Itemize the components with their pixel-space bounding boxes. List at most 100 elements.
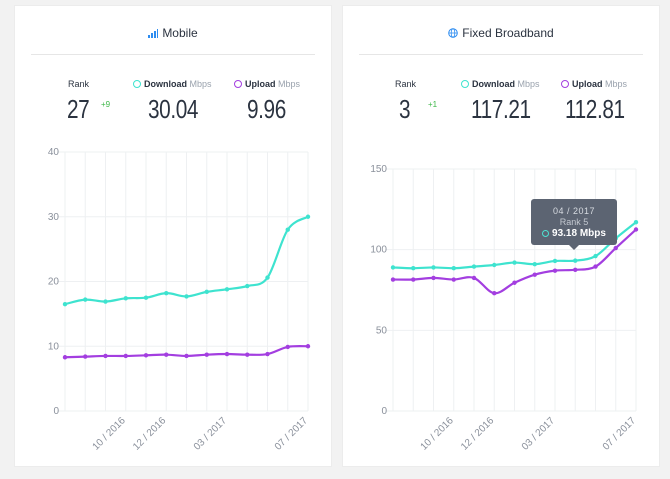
upload-data-point[interactable] xyxy=(512,280,517,285)
fixed-broadband-speed-chart: 0 50 100 150 10 / 2016 12 / 2016 03 / 2017 07 /… xyxy=(370,164,639,453)
upload-data-point[interactable] xyxy=(285,344,290,350)
y-tick-label: 30 xyxy=(48,212,60,223)
download-data-point[interactable] xyxy=(593,253,598,259)
upload-data-point[interactable] xyxy=(471,275,477,281)
upload-data-point[interactable] xyxy=(62,355,68,360)
download-data-point[interactable] xyxy=(431,265,436,270)
download-label: Download Mbps xyxy=(461,79,540,89)
download-unit: Mbps xyxy=(189,79,212,89)
rank-value: 3 xyxy=(399,94,411,124)
x-tick-label: 03 / 2017 xyxy=(520,415,558,453)
download-label-text: Download xyxy=(472,79,515,89)
download-data-point[interactable] xyxy=(512,260,517,265)
chart-tooltip: 04 / 2017 Rank 5 93.18 Mbps xyxy=(531,199,617,250)
x-tick-label: 07 / 2017 xyxy=(273,415,311,453)
rank-label: Rank xyxy=(395,79,417,89)
download-icon xyxy=(461,80,469,88)
download-data-point[interactable] xyxy=(164,290,169,296)
upload-unit: Mbps xyxy=(278,79,301,89)
download-data-point[interactable] xyxy=(451,266,456,271)
upload-data-point[interactable] xyxy=(451,277,456,282)
upload-unit: Mbps xyxy=(605,79,628,89)
download-label: Download Mbps xyxy=(133,79,212,89)
download-data-point[interactable] xyxy=(285,227,290,232)
download-unit: Mbps xyxy=(517,79,540,89)
globe-icon xyxy=(448,27,459,41)
y-tick-label: 0 xyxy=(381,406,387,417)
upload-data-point[interactable] xyxy=(552,268,558,273)
download-data-point[interactable] xyxy=(552,258,558,264)
y-tick-label: 20 xyxy=(48,277,60,288)
upload-icon xyxy=(561,80,569,88)
y-tick-label: 150 xyxy=(370,164,387,175)
download-data-point[interactable] xyxy=(265,275,270,280)
upload-data-point[interactable] xyxy=(492,291,497,296)
upload-data-point[interactable] xyxy=(204,352,209,357)
x-tick-label: 07 / 2017 xyxy=(601,415,639,453)
upload-label-text: Upload xyxy=(572,79,603,89)
x-tick-label: 10 / 2016 xyxy=(91,415,129,453)
y-tick-label: 40 xyxy=(48,147,60,158)
download-data-point[interactable] xyxy=(532,261,537,267)
download-data-point[interactable] xyxy=(573,258,578,263)
download-data-point[interactable] xyxy=(390,265,396,270)
x-tick-label: 03 / 2017 xyxy=(192,415,230,453)
upload-data-point[interactable] xyxy=(633,227,639,232)
download-data-point[interactable] xyxy=(633,220,639,225)
upload-data-point[interactable] xyxy=(83,354,88,359)
y-tick-label: 10 xyxy=(48,341,60,352)
download-value: 117.21 xyxy=(471,94,531,124)
divider xyxy=(31,54,315,55)
download-data-point[interactable] xyxy=(224,287,230,292)
upload-data-point[interactable] xyxy=(245,352,250,357)
upload-data-point[interactable] xyxy=(411,277,416,282)
upload-data-point[interactable] xyxy=(431,275,436,281)
upload-data-point[interactable] xyxy=(613,245,618,251)
upload-data-point[interactable] xyxy=(593,264,598,269)
upload-data-point[interactable] xyxy=(184,353,189,359)
upload-data-point[interactable] xyxy=(123,353,128,359)
download-data-point[interactable] xyxy=(62,301,68,307)
rank-change: +9 xyxy=(101,100,111,109)
panel-title: Fixed Broadband xyxy=(343,26,659,41)
download-data-point[interactable] xyxy=(411,266,416,271)
upload-label-text: Upload xyxy=(245,79,276,89)
download-data-point[interactable] xyxy=(103,299,108,304)
upload-value: 112.81 xyxy=(565,94,625,124)
download-data-point[interactable] xyxy=(245,283,250,289)
download-value: 30.04 xyxy=(148,94,199,124)
download-data-point[interactable] xyxy=(83,297,88,302)
tooltip-date: 04 / 2017 xyxy=(552,206,596,216)
download-icon xyxy=(542,230,550,237)
download-label-text: Download xyxy=(144,79,187,89)
panel-title-text: Fixed Broadband xyxy=(462,26,554,40)
tooltip-rank: Rank 5 xyxy=(559,217,589,227)
x-tick-label: 12 / 2016 xyxy=(459,415,497,453)
upload-data-point[interactable] xyxy=(265,351,270,357)
upload-label: Upload Mbps xyxy=(234,79,300,89)
upload-data-point[interactable] xyxy=(143,353,149,358)
upload-data-point[interactable] xyxy=(103,353,108,359)
upload-data-point[interactable] xyxy=(532,272,537,277)
y-tick-label: 100 xyxy=(370,245,387,256)
y-tick-label: 50 xyxy=(376,325,388,336)
upload-data-point[interactable] xyxy=(390,277,396,282)
download-data-point[interactable] xyxy=(184,294,189,299)
download-data-point[interactable] xyxy=(143,295,149,300)
download-icon xyxy=(133,80,141,88)
panel-title: Mobile xyxy=(15,26,331,41)
download-data-point[interactable] xyxy=(204,289,209,295)
upload-data-point[interactable] xyxy=(164,352,169,357)
download-data-point[interactable] xyxy=(492,262,497,268)
tooltip-value: 93.18 Mbps xyxy=(552,228,606,239)
signal-bars-icon xyxy=(148,27,159,41)
panel-title-text: Mobile xyxy=(162,26,198,40)
download-data-point[interactable] xyxy=(305,214,311,219)
mobile-speed-chart: 0 10 20 30 40 10 / 2016 12 / 2016 03 / 2017 07 /… xyxy=(48,147,311,453)
upload-data-point[interactable] xyxy=(224,351,230,357)
download-data-point[interactable] xyxy=(471,264,477,269)
upload-data-point[interactable] xyxy=(573,267,578,273)
upload-data-point[interactable] xyxy=(305,344,311,349)
x-tick-label: 10 / 2016 xyxy=(419,415,457,453)
download-data-point[interactable] xyxy=(123,296,128,301)
